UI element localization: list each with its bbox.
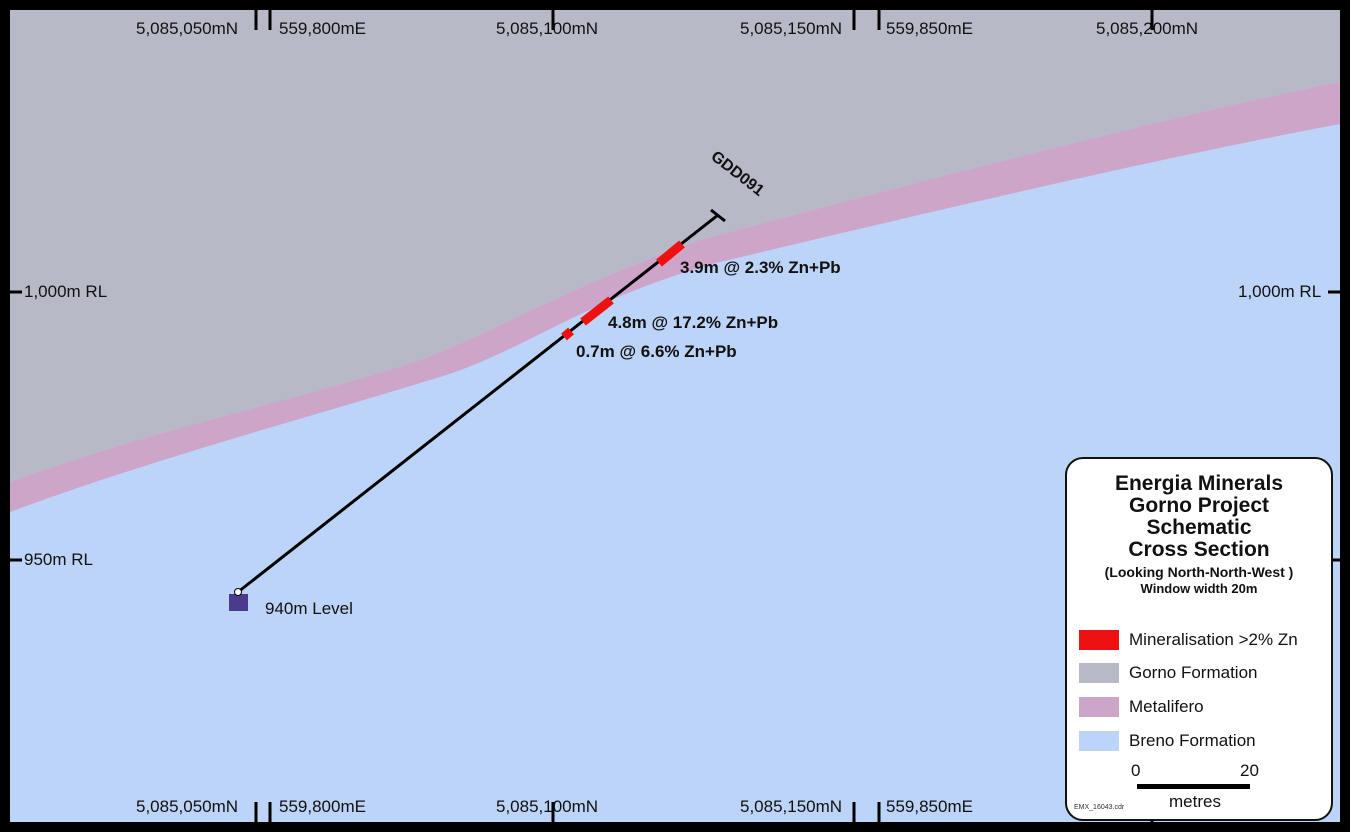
- legend-title-line-1: Energia Minerals: [1114, 472, 1284, 495]
- legend-subtitle: (Looking North-North-West ): [1104, 564, 1294, 580]
- drillhole-trace: [237, 213, 719, 594]
- legend-swatch-breno: [1079, 731, 1119, 751]
- legend-title-line-4: Cross Section: [1128, 538, 1270, 561]
- legend-swatch-gorno: [1079, 663, 1119, 683]
- drillhole-end-cap: [710, 208, 726, 223]
- grid-label-top-e800: 559,800mE: [279, 19, 366, 38]
- rl-label-left-950: 950m RL: [24, 550, 93, 569]
- grid-label-bottom-e800: 559,800mE: [279, 797, 366, 816]
- grid-label-bottom-n5100: 5,085,100mN: [496, 797, 599, 816]
- grid-label-top-e850: 559,850mE: [886, 19, 973, 38]
- file-reference: EMX_16043.cdr: [1074, 804, 1125, 811]
- rl-label-left-1000: 1,000m RL: [24, 282, 108, 301]
- collar-label: 940m Level: [265, 599, 353, 618]
- legend-window-width: Window width 20m: [1140, 581, 1258, 596]
- legend-box: Energia Minerals Gorno Project Schematic…: [1065, 457, 1333, 821]
- grid-label-top-n5200: 5,085,200mN: [1096, 19, 1199, 38]
- rl-label-right-1000: 1,000m RL: [1238, 282, 1322, 301]
- intercept-label-2: 4.8m @ 17.2% Zn+Pb: [608, 313, 779, 332]
- scale-bar: [1137, 784, 1250, 789]
- grid-label-top-n5050: 5,085,050mN: [136, 19, 239, 38]
- legend-label-mineralisation: Mineralisation >2% Zn: [1129, 630, 1298, 649]
- legend-label-gorno: Gorno Formation: [1129, 663, 1258, 682]
- grid-label-bottom-n5050: 5,085,050mN: [136, 797, 239, 816]
- legend-label-metalifero: Metalifero: [1129, 697, 1204, 716]
- collar-point: [234, 588, 242, 596]
- intercept-segment-2: [580, 296, 614, 326]
- legend-swatch-mineralisation: [1079, 630, 1119, 650]
- metalifero-band: [10, 82, 1340, 512]
- scale-min-label: 0: [1131, 761, 1141, 780]
- collar-marker: [229, 594, 248, 611]
- legend-title-line-2: Gorno Project: [1128, 494, 1270, 517]
- scale-unit-label: metres: [1169, 792, 1221, 811]
- grid-label-top-n5100: 5,085,100mN: [496, 19, 599, 38]
- legend-label-breno: Breno Formation: [1129, 731, 1256, 750]
- grid-label-top-n5150: 5,085,150mN: [740, 19, 843, 38]
- intercept-label-1: 3.9m @ 2.3% Zn+Pb: [680, 258, 841, 277]
- legend-title-line-3: Schematic: [1146, 516, 1252, 539]
- intercept-label-3: 0.7m @ 6.6% Zn+Pb: [576, 342, 737, 361]
- grid-label-bottom-e850: 559,850mE: [886, 797, 973, 816]
- top-grid-ticks: [254, 10, 1154, 30]
- intercept-segment-3: [561, 327, 574, 341]
- grid-label-bottom-n5150: 5,085,150mN: [740, 797, 843, 816]
- scale-max-label: 20: [1240, 761, 1259, 780]
- legend-swatch-metalifero: [1079, 697, 1119, 717]
- intercept-segment-1: [656, 240, 685, 267]
